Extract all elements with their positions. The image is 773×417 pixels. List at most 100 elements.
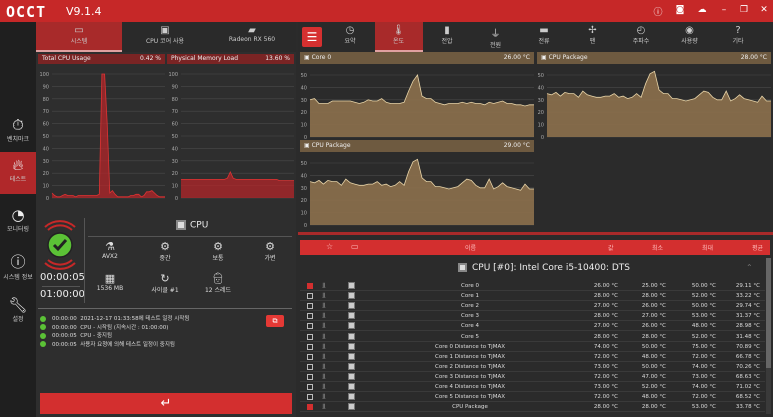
table-row[interactable]: ⫫ Core 5 Distance to TjMAX 72.00 °C 48.0… [300, 392, 765, 403]
column-min[interactable]: 최소 [652, 245, 664, 252]
tab-question[interactable]: ? 기타 [714, 22, 762, 52]
row-checkbox[interactable] [307, 363, 313, 370]
gears-icon: ⚙ [213, 240, 223, 253]
cpu-icon [348, 342, 355, 350]
test-panel: ▭ 시스템 ▣ CPU 코어 사용 ▰ Radeon RX 560 [36, 22, 296, 417]
tab-thermometer[interactable]: 🌡︎ 온도 [374, 22, 423, 52]
tab-cpu-core-usage[interactable]: ▣ CPU 코어 사용 [122, 22, 208, 52]
tab-fan[interactable]: ✢ 팬 [569, 22, 617, 52]
table-row[interactable]: ⫫ Core 1 Distance to TjMAX 72.00 °C 48.0… [300, 352, 765, 362]
row-checkbox[interactable] [307, 373, 313, 380]
sensor-name: Core 0 Distance to TjMAX [435, 343, 505, 350]
copy-log-button[interactable]: ⧉ [266, 315, 284, 327]
tab-label: 온도 [392, 38, 405, 45]
series-line [309, 158, 534, 191]
restore-icon[interactable]: ❐ [739, 5, 749, 15]
thermometer-icon: ⫫ [322, 371, 326, 380]
tab-plug[interactable]: ⏚ 전원 [472, 22, 520, 52]
table-row[interactable]: ⫫ Core 4 27.00 °C 26.00 °C 48.00 °C 28.9… [300, 321, 765, 332]
sidebar-item-settings[interactable]: 🔧︎ 설정 [0, 292, 36, 334]
info-icon[interactable]: ⓘ [653, 8, 663, 18]
sensor-avg: 31.37 °C [735, 313, 760, 320]
row-checkbox[interactable] [307, 323, 313, 330]
sensor-name: Core 4 Distance to TjMAX [435, 384, 505, 390]
collapse-chevron-icon[interactable]: ⌃ [746, 263, 753, 272]
table-row[interactable]: ⫫ Core 3 28.00 °C 27.00 °C 53.00 °C 31.3… [300, 311, 765, 322]
y-tick-label: 60 [172, 122, 178, 128]
sensor-value: 28.00 °C [593, 293, 618, 300]
row-checkbox[interactable] [307, 293, 313, 300]
table-row[interactable]: ⫫ Core 0 Distance to TjMAX 74.00 °C 50.0… [300, 342, 765, 352]
y-tick-label: 60 [43, 122, 49, 128]
tab-system[interactable]: ▭ 시스템 [36, 22, 122, 52]
row-checkbox[interactable] [307, 394, 313, 401]
sensor-max: 50.00 °C [691, 283, 716, 289]
test-option: ⚙ 보통 [198, 240, 238, 262]
table-row[interactable]: ⫫ Core 0 26.00 °C 25.00 °C 50.00 °C 29.1… [300, 281, 765, 291]
cpu-icon [348, 312, 355, 320]
log-time: 00:00:05 [52, 341, 77, 348]
row-checkbox[interactable] [307, 343, 313, 350]
y-tick-label: 50 [301, 73, 307, 79]
sensor-min: 48.00 °C [641, 353, 666, 360]
gears-icon: ⚙ [265, 240, 275, 253]
sidebar-item-benchmark[interactable]: ⏱ 벤치마크 [0, 112, 36, 154]
y-tick-label: 100 [168, 72, 178, 78]
tab-gauge[interactable]: ◷ 요약 [326, 22, 374, 52]
scrollbar-thumb[interactable] [766, 258, 771, 368]
row-checkbox[interactable] [307, 313, 313, 320]
row-checkbox[interactable] [307, 303, 313, 310]
battery-icon: ▮ [444, 25, 450, 36]
table-row[interactable]: ⫫ Core 2 Distance to TjMAX 73.00 °C 50.0… [300, 362, 765, 372]
laptop-icon: ▭ [74, 25, 84, 36]
temp-chart-header: ▣ CPU Package 29.00 °C [300, 140, 534, 152]
column-name[interactable]: 이름 [465, 245, 477, 252]
sidebar-item-test[interactable]: 🔥︎ 테스트 [0, 152, 36, 194]
sensor-name: Core 1 [461, 293, 479, 300]
table-scrollbar[interactable] [766, 258, 771, 414]
monitor-icon[interactable]: ▭ [351, 242, 359, 251]
cloud-upload-icon[interactable]: ☁ [697, 5, 707, 15]
row-checkbox[interactable] [307, 333, 313, 340]
panel-splitter[interactable] [298, 232, 773, 235]
menu-button[interactable]: ☰ [302, 27, 322, 47]
fan-icon: ✢ [588, 25, 597, 36]
tab-memory[interactable]: ▬ 전류 [520, 22, 568, 52]
sidebar-item-system-info[interactable]: ⓘ 시스템 정보 [0, 247, 36, 289]
tab-speedometer[interactable]: ◴ 주파수 [617, 22, 665, 52]
info-icon: ⓘ [10, 253, 26, 271]
close-icon[interactable]: ✕ [760, 5, 768, 15]
start-test-button[interactable]: ↵ [40, 393, 292, 414]
row-checkbox[interactable] [307, 353, 313, 360]
table-row[interactable]: ⫫ Core 1 28.00 °C 28.00 °C 52.00 °C 33.2… [300, 291, 765, 302]
chart-value: 26.00 °C [503, 54, 530, 61]
column-avg[interactable]: 평균 [752, 245, 764, 252]
y-tick-label: 90 [172, 84, 178, 90]
divider [88, 236, 292, 237]
row-checkbox[interactable] [307, 404, 313, 411]
y-tick-label: 80 [172, 97, 178, 103]
row-checkbox[interactable] [307, 283, 313, 289]
column-value[interactable]: 값 [608, 245, 614, 252]
meter-icon: ◉ [685, 25, 694, 36]
sensor-group-title[interactable]: CPU [#0]: Intel Core i5-10400: DTS [458, 263, 630, 273]
y-tick-label: 10 [301, 211, 307, 217]
minimize-icon[interactable]: – [721, 5, 727, 15]
table-row[interactable]: ⫫ Core 5 28.00 °C 28.00 °C 52.00 °C 31.4… [300, 332, 765, 342]
tab-meter[interactable]: ◉ 사용량 [666, 22, 714, 52]
table-row[interactable]: ⫫ CPU Package 28.00 °C 28.00 °C 53.00 °C… [300, 402, 765, 413]
chart-value: 0.42 % [140, 55, 161, 62]
table-row[interactable]: ⫫ Core 3 Distance to TjMAX 72.00 °C 47.0… [300, 372, 765, 382]
tab-battery[interactable]: ▮ 전압 [423, 22, 471, 52]
sensor-value: 26.00 °C [593, 283, 618, 289]
sensor-name: Core 0 [461, 283, 479, 289]
table-row[interactable]: ⫫ Core 4 Distance to TjMAX 73.00 °C 52.0… [300, 382, 765, 392]
camera-icon[interactable]: ◙ [675, 5, 685, 15]
row-checkbox[interactable] [307, 384, 313, 390]
column-max[interactable]: 최대 [702, 245, 714, 252]
sidebar-item-monitoring[interactable]: ◔ 모니터링 [0, 202, 36, 244]
option-label: 보통 [212, 255, 224, 262]
tab-radeon[interactable]: ▰ Radeon RX 560 [208, 22, 296, 52]
table-row[interactable]: ⫫ Core 2 27.00 °C 26.00 °C 50.00 °C 29.7… [300, 301, 765, 312]
star-icon[interactable]: ☆ [326, 242, 334, 251]
